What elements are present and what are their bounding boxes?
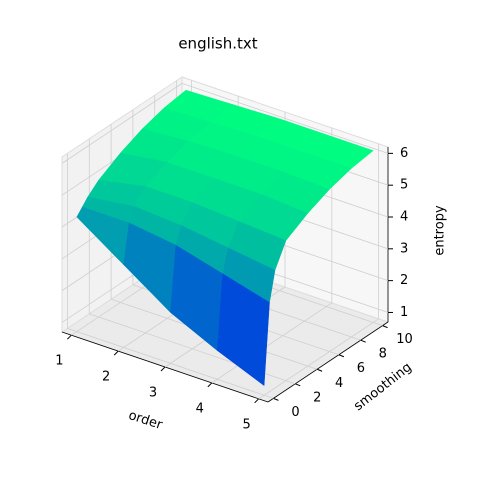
y-tick: [382, 325, 388, 329]
grid-line: [258, 318, 379, 400]
y-tick: [338, 354, 345, 358]
x-tick: [67, 334, 72, 340]
x-tick: [207, 382, 213, 388]
y-tick: [295, 383, 301, 387]
y-tick-label: 8: [379, 347, 387, 362]
x-tick-label: 2: [102, 370, 110, 385]
y-tick-label: 6: [357, 361, 365, 376]
grid-line: [61, 83, 183, 164]
grid-line: [181, 82, 389, 154]
z-tick-label: 1: [400, 305, 408, 320]
chart-title: english.txt: [178, 35, 257, 53]
y-tick: [360, 339, 366, 343]
x-tick-label: 5: [242, 417, 250, 432]
z-tick-label: 4: [400, 210, 408, 225]
y-tick: [273, 397, 279, 401]
x-tick-label: 4: [196, 401, 204, 416]
y-tick-label: 0: [291, 405, 299, 420]
y-tick-label: 10: [396, 332, 413, 347]
x-tick-label: 3: [149, 386, 157, 401]
x-tick: [113, 350, 119, 356]
x-tick-label: 1: [55, 354, 63, 369]
y-tick-label: 2: [313, 390, 321, 405]
z-tick-label: 3: [400, 241, 408, 256]
x-tick: [254, 398, 259, 404]
y-tick-label: 4: [335, 376, 343, 391]
y-tick: [316, 368, 323, 372]
grid-line: [211, 302, 333, 384]
z-tick-label: 6: [400, 146, 408, 161]
axis-line: [267, 321, 389, 403]
surface-face: [217, 273, 270, 387]
x-axis-label: order: [126, 408, 164, 433]
z-tick-label: 5: [400, 178, 408, 193]
z-axis-label: entropy: [433, 205, 448, 256]
x-tick: [160, 366, 166, 372]
z-tick-label: 2: [400, 273, 408, 288]
grid-line: [67, 327, 274, 399]
